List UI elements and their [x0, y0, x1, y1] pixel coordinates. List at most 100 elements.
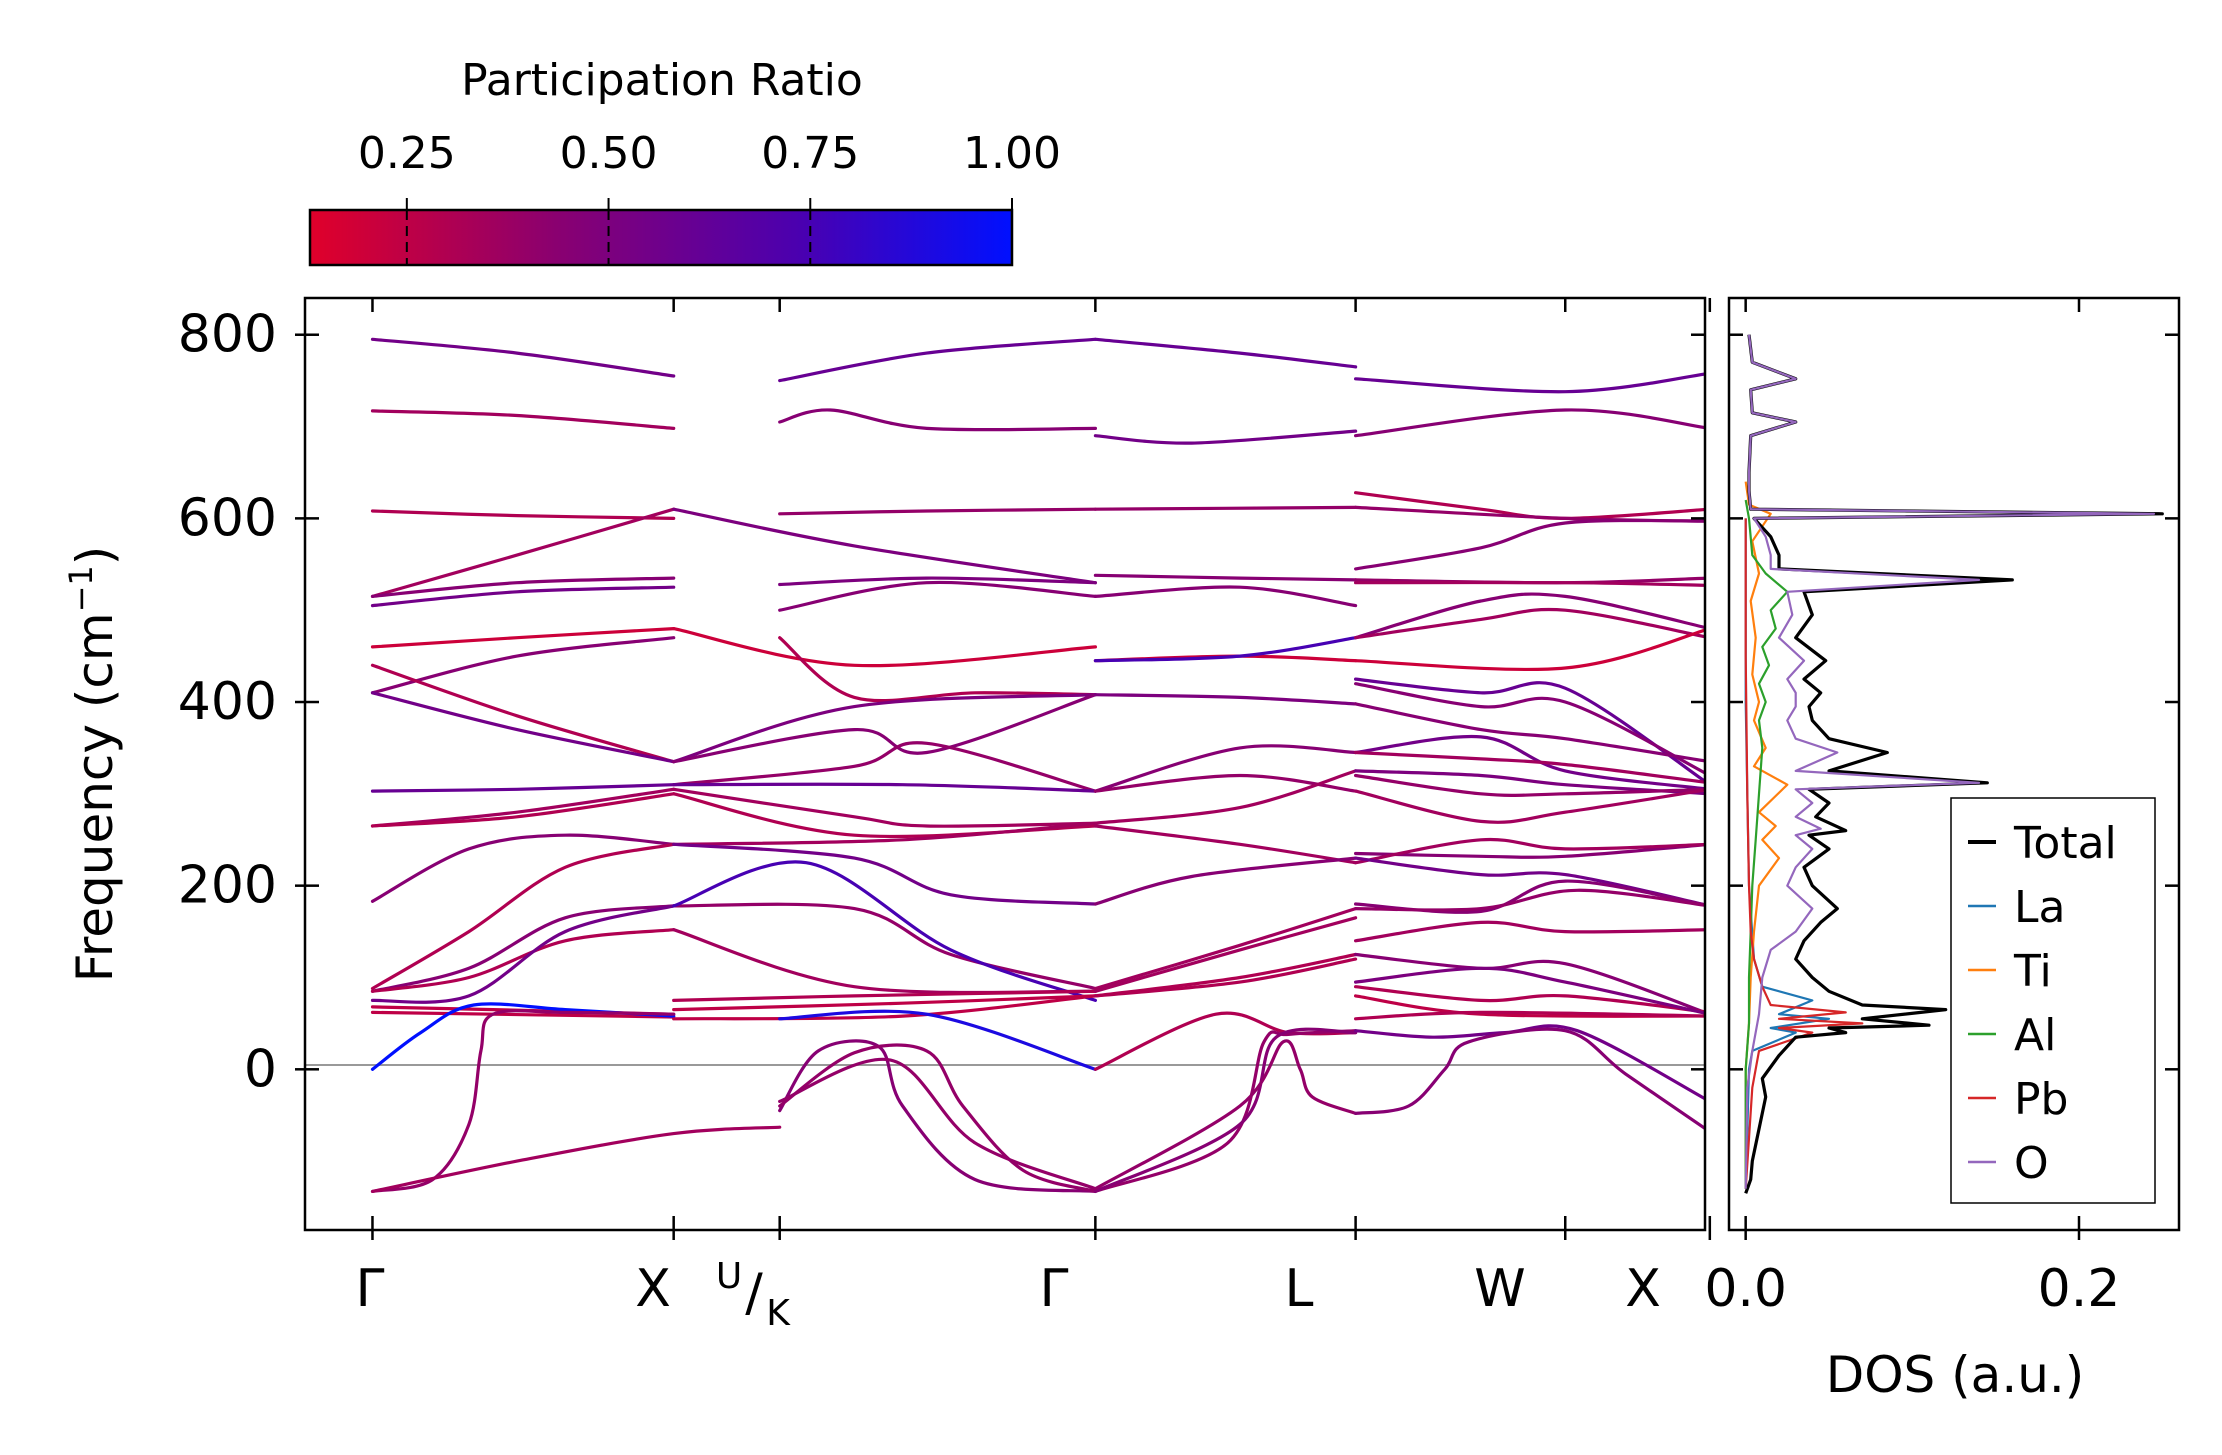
phonon-branch — [370, 585, 676, 608]
legend-label: O — [2014, 1138, 2049, 1189]
phonon-branch — [672, 928, 1097, 995]
dos-curve-pb — [1744, 518, 1864, 1189]
phonon-branch — [1354, 750, 1705, 784]
phonon-branch — [1093, 1027, 1358, 1193]
colorbar-tick-label: 0.25 — [358, 128, 456, 179]
phonon-branch — [1354, 966, 1705, 1015]
phonon-branch — [370, 787, 676, 828]
phonon-branch — [1354, 1024, 1705, 1101]
phonon-branch — [1093, 773, 1358, 793]
phonon-branch — [370, 576, 676, 598]
k-label-x-2: X — [1625, 1259, 1661, 1319]
phonon-branch — [1354, 773, 1705, 797]
phonon-branch — [778, 1043, 1097, 1193]
legend-label: La — [2014, 882, 2065, 933]
legend-label: Ti — [2013, 946, 2052, 997]
phonon-branch — [370, 1009, 676, 1193]
phonon-branch — [1354, 1010, 1705, 1021]
phonon-branch — [672, 693, 1097, 764]
k-label-x: X — [635, 1259, 671, 1319]
k-label-slash: / — [745, 1263, 763, 1323]
dos-x-tick-label: 0.2 — [2038, 1259, 2121, 1319]
dos-curve-la — [1744, 518, 1831, 1189]
phonon-branch — [1354, 788, 1705, 824]
phonon-branch — [1354, 734, 1705, 791]
phonon-branch — [370, 833, 676, 903]
phonon-branch — [370, 1010, 676, 1019]
legend-label: Al — [2014, 1010, 2056, 1061]
phonon-branch — [370, 928, 676, 993]
colorbar-gradient — [308, 208, 1014, 267]
phonon-branch — [370, 509, 676, 520]
y-tick-label: 400 — [178, 672, 277, 732]
phonon-branch — [370, 842, 676, 991]
phonon-branch — [1093, 907, 1358, 991]
y-axis-label: Frequency (cm−1) — [62, 546, 124, 983]
dos-axes-frame — [1727, 296, 2181, 1232]
band-axes-frame — [303, 296, 1707, 1232]
colorbar-tick-label: 0.50 — [560, 128, 658, 179]
phonon-branch — [1093, 856, 1358, 906]
phonon-branch — [1093, 693, 1358, 706]
legend-frame — [1950, 797, 2156, 1204]
phonon-bands — [370, 337, 1705, 1193]
k-label-gamma-2: Γ — [1040, 1259, 1069, 1319]
phonon-branch — [1093, 1011, 1358, 1071]
dos-x-tick-label: 0.0 — [1704, 1259, 1787, 1319]
phonon-branch — [370, 792, 676, 828]
phonon-branch — [1093, 769, 1358, 825]
phonon-branch — [1093, 1029, 1358, 1193]
phonon-branch — [672, 821, 1097, 846]
phonon-branch — [672, 989, 1097, 1002]
band-structure-panel: 0 200 400 600 800 Γ X U / K Γ L W X Frequenc… — [62, 296, 1712, 1334]
phonon-branch — [370, 783, 676, 793]
phonon-branch — [1354, 682, 1705, 775]
y-tick-label: 800 — [178, 305, 277, 365]
colorbar-tick-label: 1.00 — [963, 128, 1061, 179]
phonon-branch — [1354, 580, 1705, 587]
y-tick-label: 200 — [178, 856, 277, 916]
phonon-branch — [370, 663, 676, 764]
phonon-branch — [370, 337, 676, 378]
phonon-branch — [370, 691, 676, 764]
dos-panel: 0.0 0.2 DOS (a.u.) Total La Ti Al Pb O — [1704, 296, 2181, 1404]
phonon-branch — [1354, 837, 1705, 865]
phonon-branch — [1093, 505, 1358, 511]
phonon-branch — [778, 576, 1097, 587]
phonon-branch — [672, 994, 1097, 1012]
dos-axis: 0.0 0.2 — [1704, 298, 2179, 1319]
phonon-branch — [1093, 916, 1358, 993]
phonon-branch — [1354, 372, 1705, 394]
legend: Total La Ti Al Pb O — [1950, 797, 2156, 1204]
phonon-branch — [1093, 824, 1358, 865]
frequency-axis: 0 200 400 600 800 — [178, 305, 1705, 1099]
dos-curve-o — [1744, 334, 2156, 1189]
phonon-branch — [1354, 628, 1705, 672]
phonon-branch — [1354, 888, 1705, 912]
phonon-branch — [672, 693, 1097, 764]
phonon-branch — [1354, 592, 1705, 640]
phonon-branch — [1354, 952, 1705, 1015]
phonon-branch — [672, 842, 1097, 906]
phonon-branch — [672, 860, 1097, 1002]
phonon-branch — [778, 1057, 1097, 1191]
phonon-branch — [1093, 1039, 1358, 1191]
dos-curve-al — [1744, 499, 1789, 1189]
dos-x-axis-label: DOS (a.u.) — [1826, 1346, 2085, 1404]
phonon-branch — [370, 507, 676, 598]
phonon-branch — [370, 409, 676, 430]
phonon-branch — [370, 636, 676, 695]
phonon-branch — [672, 782, 1097, 793]
phonon-branch — [672, 627, 1097, 668]
phonon-branch — [1354, 607, 1705, 640]
phonon-branch — [1354, 985, 1705, 1014]
k-path-axis: Γ X U / K Γ L W X — [356, 298, 1712, 1334]
phonon-branch — [672, 994, 1097, 1021]
dos-curves — [1744, 334, 2164, 1194]
phonon-branch — [778, 580, 1097, 612]
k-label-k: K — [766, 1293, 791, 1334]
phonon-branch — [370, 627, 676, 649]
legend-label: Pb — [2014, 1074, 2068, 1125]
k-label-w: W — [1474, 1259, 1525, 1319]
